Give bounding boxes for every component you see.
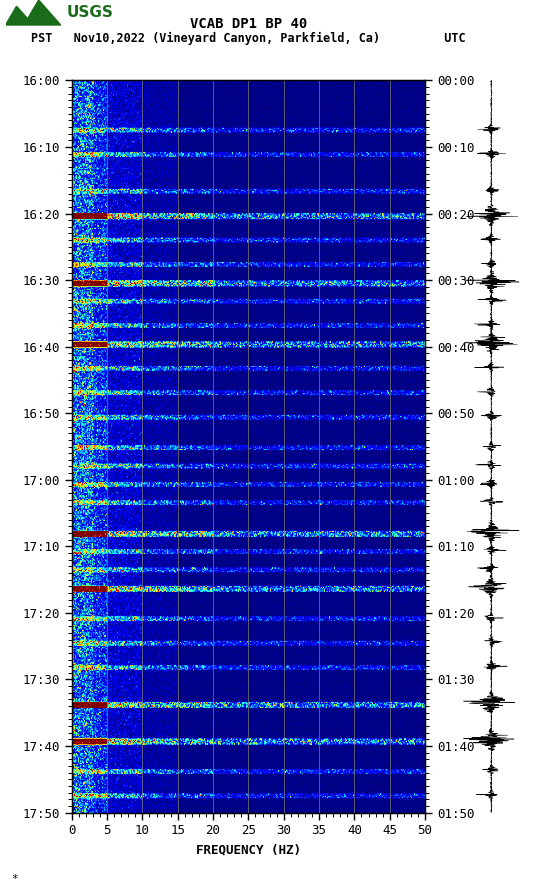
Text: USGS: USGS [66,5,113,20]
Text: VCAB DP1 BP 40: VCAB DP1 BP 40 [190,17,307,31]
Text: *: * [11,874,18,884]
X-axis label: FREQUENCY (HZ): FREQUENCY (HZ) [196,843,301,856]
Text: PST   Nov10,2022 (Vineyard Canyon, Parkfield, Ca)         UTC: PST Nov10,2022 (Vineyard Canyon, Parkfie… [31,31,466,45]
Polygon shape [6,0,61,25]
